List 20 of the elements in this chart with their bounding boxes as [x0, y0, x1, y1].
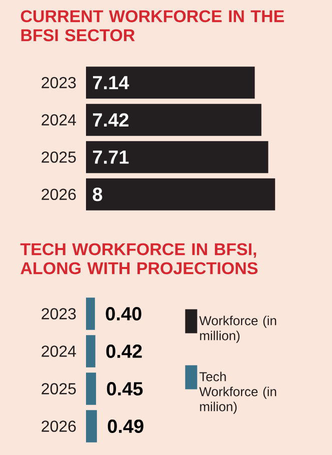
data-label: 7.42 [93, 113, 128, 127]
y-tick-label: 2025 [42, 383, 76, 394]
data-label: 0.45 [106, 382, 143, 396]
y-tick-label: 2023 [42, 76, 76, 88]
y-tick-label: 2023 [42, 308, 76, 320]
data-label: 0.40 [106, 307, 142, 320]
text: TECH WORKFORCE IN BFSI, ALONG WITH PROJECTIONS [20, 243, 258, 274]
data-label: 7.71 [93, 150, 129, 164]
y-tick-label: 2025 [42, 151, 76, 163]
y-tick-label: 2024 [42, 346, 76, 357]
data-label: 7.14 [93, 76, 130, 90]
data-label: 8 [92, 188, 102, 202]
y-tick-label: 2026 [42, 188, 76, 200]
y-tick-label: 2024 [42, 114, 76, 126]
data-label: 0.49 [108, 420, 144, 433]
legend-label: Workforce (in million) [199, 316, 276, 343]
chart-title: CURRENT WORKFORCE IN THE BFSI SECTOR [20, 10, 284, 42]
legend-label: Tech Workforce (in milion) [199, 372, 276, 414]
y-tick-label: 2026 [42, 420, 76, 432]
data-label: 0.42 [106, 344, 142, 358]
